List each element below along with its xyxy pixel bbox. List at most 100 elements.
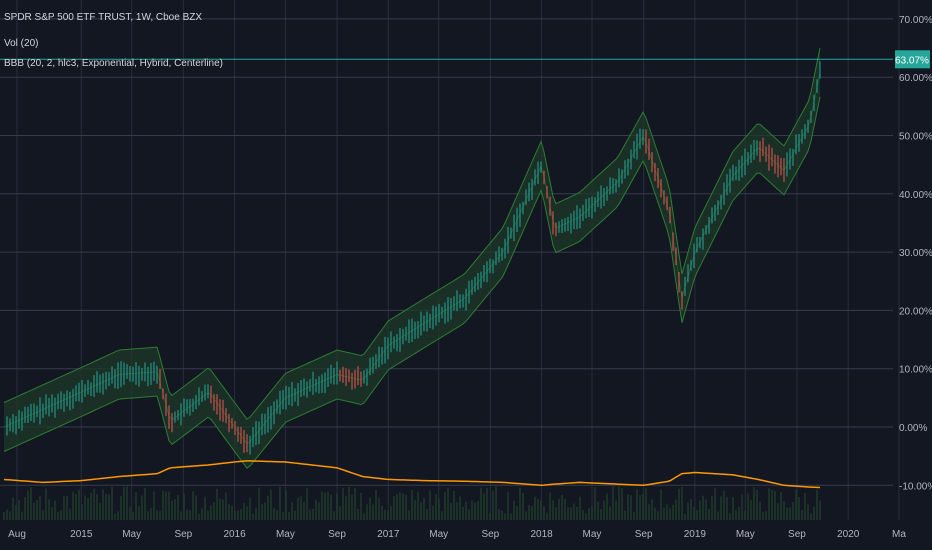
volume-bar <box>336 493 338 520</box>
volume-bar <box>759 501 761 520</box>
volume-bar <box>15 504 17 520</box>
volume-bar <box>741 494 743 520</box>
volume-bar <box>66 495 68 520</box>
x-tick-label: 2020 <box>837 529 860 540</box>
volume-bar <box>312 508 314 520</box>
volume-bar <box>198 513 200 520</box>
volume-bar <box>123 486 125 520</box>
volume-bar <box>699 500 701 520</box>
volume-bar <box>552 500 554 520</box>
volume-bar <box>357 508 359 520</box>
volume-bar <box>558 498 560 520</box>
volume-bar <box>114 513 116 520</box>
volume-bar <box>330 494 332 520</box>
volume-bar <box>33 502 35 520</box>
volume-bar <box>282 511 284 520</box>
volume-bar <box>273 507 275 520</box>
volume-bar <box>483 493 485 520</box>
volume-bar <box>606 493 608 520</box>
volume-bar <box>402 493 404 520</box>
volume-bar <box>405 494 407 520</box>
volume-bar <box>45 488 47 520</box>
volume-bar <box>600 509 602 520</box>
volume-bar <box>159 510 161 520</box>
x-tick-label: May <box>736 529 755 540</box>
volume-bar <box>780 491 782 520</box>
x-tick-label: Sep <box>174 529 192 540</box>
volume-bar <box>369 497 371 520</box>
volume-bar <box>408 510 410 520</box>
volume-bar <box>504 513 506 520</box>
volume-bar <box>624 510 626 520</box>
volume-bar <box>393 496 395 520</box>
volume-bar <box>372 504 374 520</box>
volume-bar <box>732 496 734 520</box>
volume-bar <box>231 505 233 520</box>
volume-bar <box>684 513 686 520</box>
volume-bar <box>783 501 785 520</box>
volume-bar <box>234 510 236 520</box>
volume-bar <box>453 490 455 520</box>
volume-bar <box>645 488 647 520</box>
y-tick-label: 60.00% <box>899 73 932 84</box>
volume-bar <box>666 504 668 520</box>
volume-bar <box>492 490 494 520</box>
volume-bar <box>108 494 110 520</box>
volume-bar <box>291 502 293 520</box>
volume-bar <box>648 504 650 520</box>
volume-bar <box>756 489 758 520</box>
volume-bar <box>201 508 203 520</box>
volume-bar <box>363 513 365 520</box>
volume-bar <box>726 497 728 520</box>
volume-bar <box>660 489 662 520</box>
volume-bar <box>777 503 779 520</box>
volume-bar <box>528 505 530 520</box>
volume-bar <box>147 511 149 520</box>
volume-bar <box>750 500 752 520</box>
volume-bar <box>651 499 653 520</box>
volume-bar <box>318 502 320 520</box>
volume-bar <box>300 496 302 520</box>
volume-bar <box>276 509 278 520</box>
volume-bar <box>636 489 638 520</box>
volume-bar <box>9 511 11 520</box>
y-tick-label: 0.00% <box>899 423 927 434</box>
volume-bar <box>249 497 251 520</box>
volume-bar <box>804 492 806 520</box>
volume-bar <box>99 502 101 520</box>
x-tick-label: 2019 <box>684 529 707 540</box>
volume-bar <box>105 493 107 520</box>
volume-bar <box>327 491 329 520</box>
volume-bar <box>174 499 176 520</box>
volume-bar <box>633 512 635 520</box>
volume-bar <box>420 502 422 520</box>
volume-bar <box>678 488 680 520</box>
volume-bar <box>171 500 173 520</box>
volume-bar <box>351 495 353 520</box>
volume-average-line <box>3 460 821 489</box>
volume-bar <box>285 490 287 520</box>
volume-bar <box>81 504 83 520</box>
volume-bar <box>435 494 437 520</box>
volume-bar <box>429 490 431 520</box>
last-price-label: 63.07% <box>895 55 929 66</box>
volume-bar <box>153 491 155 520</box>
volume-bar <box>789 507 791 520</box>
volume-bar <box>210 505 212 520</box>
volume-bar <box>657 511 659 520</box>
volume-bar <box>60 510 62 520</box>
x-tick-label: 2018 <box>530 529 553 540</box>
volume-bar <box>258 487 260 520</box>
volume-bar <box>465 501 467 520</box>
volume-bar <box>150 508 152 520</box>
volume-bar <box>642 493 644 520</box>
volume-bar <box>603 500 605 520</box>
volume-bar <box>354 487 356 520</box>
volume-bar <box>120 496 122 520</box>
volume-bar <box>663 507 665 520</box>
volume-bar <box>501 510 503 520</box>
volume-bar <box>360 492 362 520</box>
volume-bar <box>93 488 95 520</box>
volume-bar <box>18 499 20 520</box>
